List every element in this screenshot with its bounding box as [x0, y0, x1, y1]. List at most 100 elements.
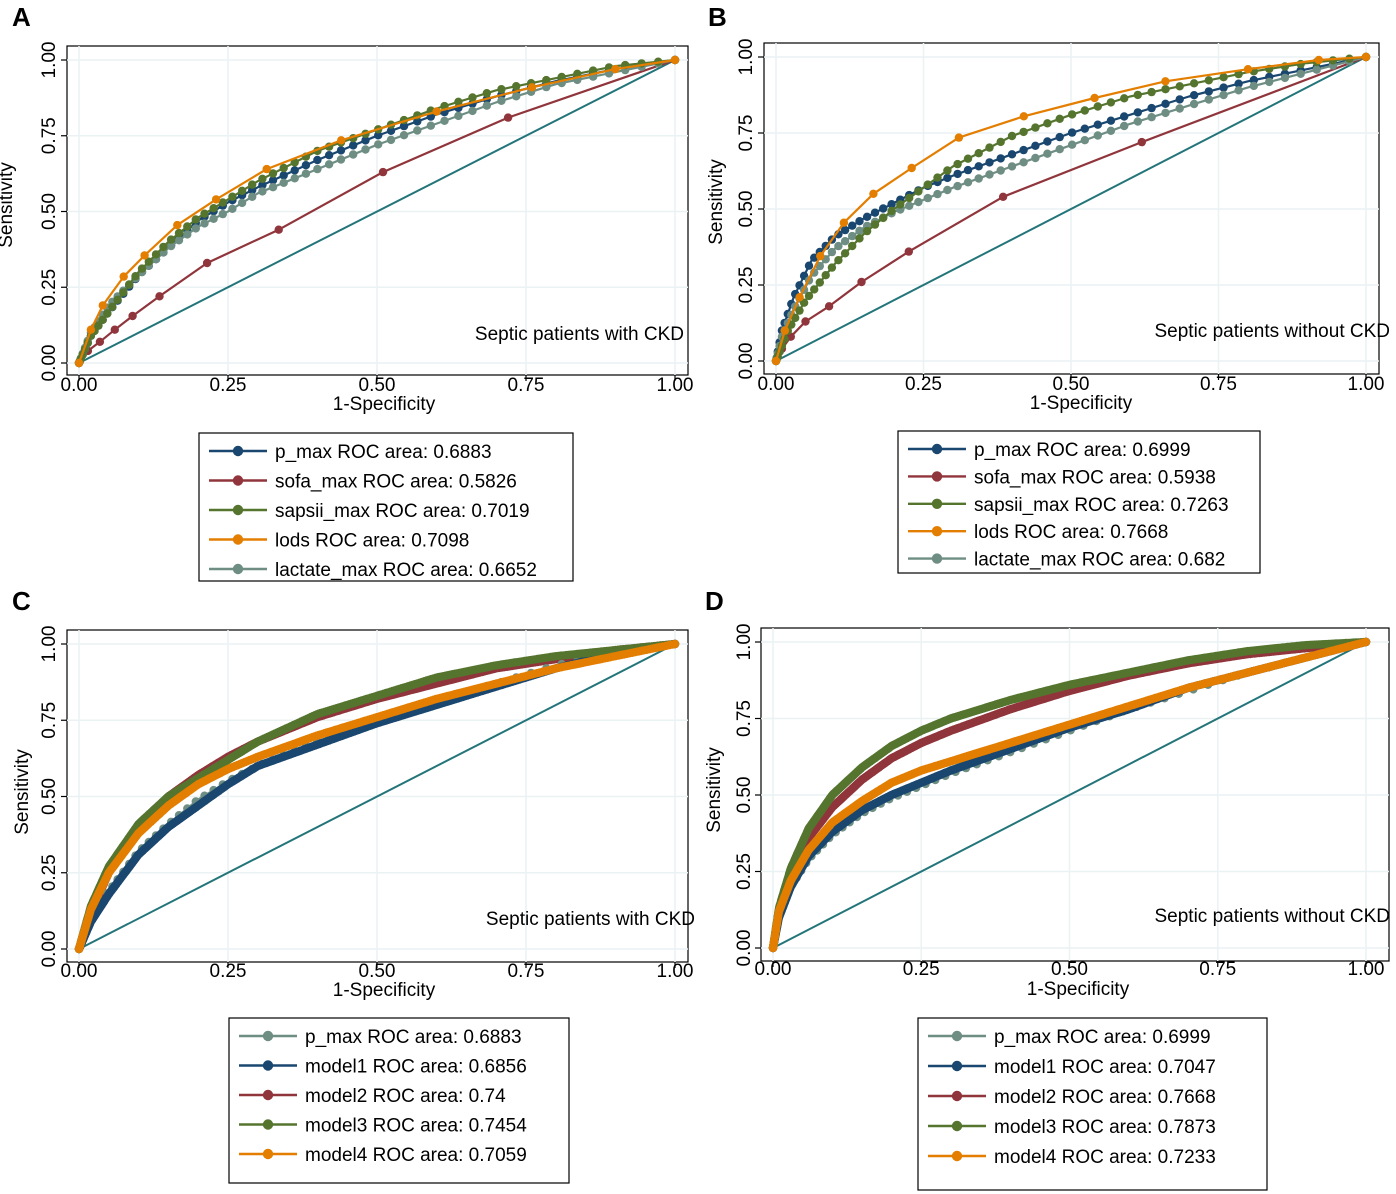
legend-item: lods ROC area: 0.7668	[908, 522, 1168, 543]
data-point	[131, 272, 140, 281]
data-point	[1043, 137, 1052, 146]
data-point	[361, 136, 370, 145]
data-point	[1007, 131, 1017, 141]
data-point	[200, 209, 209, 218]
panel-label: A	[12, 2, 31, 32]
data-point	[855, 226, 864, 235]
data-point	[1147, 103, 1156, 113]
data-point	[1031, 141, 1040, 150]
legend-item: lactate_max ROC area: 0.682	[908, 550, 1225, 571]
data-point	[125, 280, 134, 289]
data-point	[497, 96, 506, 106]
data-point	[670, 639, 680, 649]
panel-label: C	[12, 586, 31, 616]
data-point	[183, 222, 192, 231]
panel-annotation: Septic patients with CKD	[486, 909, 695, 930]
data-point	[228, 204, 237, 213]
data-point	[290, 166, 299, 175]
data-point	[996, 166, 1005, 175]
data-point	[974, 162, 983, 171]
data-point	[985, 143, 994, 152]
data-point	[1133, 117, 1143, 126]
data-point	[258, 187, 267, 196]
data-point	[237, 198, 247, 208]
data-point	[399, 121, 409, 131]
x-axis-label: 1-Specificity	[1027, 979, 1130, 1000]
data-point	[279, 178, 288, 187]
data-point	[349, 141, 358, 150]
x-tick-label: 0.75	[1199, 959, 1236, 980]
legend-swatch-marker	[232, 504, 244, 516]
data-point	[1234, 86, 1243, 95]
data-point	[173, 220, 182, 230]
x-tick-label: 0.00	[758, 374, 795, 395]
data-point	[780, 326, 790, 335]
data-point	[209, 214, 218, 223]
data-point	[324, 160, 334, 169]
data-point	[1147, 87, 1156, 97]
data-point	[1043, 149, 1052, 158]
data-point	[482, 89, 491, 98]
data-point	[399, 131, 409, 140]
data-point	[1296, 69, 1305, 79]
data-point	[313, 164, 322, 174]
data-point	[1361, 52, 1371, 62]
legend-label: model3 ROC area: 0.7873	[994, 1117, 1216, 1138]
legend-item: model3 ROC area: 0.7454	[239, 1116, 527, 1137]
data-point	[248, 180, 257, 189]
data-point	[144, 257, 153, 266]
panel-a: A 0.00 0.25 0.50 0.75 1.00 0.00 0.25 0.50 0.75 1.0…	[0, 2, 693, 582]
data-point	[1133, 90, 1143, 100]
data-point	[870, 208, 880, 217]
data-point	[542, 75, 551, 85]
legend-label: model1 ROC area: 0.7047	[994, 1057, 1216, 1078]
data-point	[1161, 85, 1170, 94]
panel-annotation: Septic patients without CKD	[1154, 321, 1390, 342]
data-point	[313, 155, 322, 165]
panel-annotation: Septic patients with CKD	[475, 324, 684, 345]
data-point	[159, 242, 168, 252]
legend-item: sofa_max ROC area: 0.5938	[908, 467, 1216, 488]
data-point	[839, 218, 849, 227]
data-point	[1249, 75, 1259, 85]
legend-label: lactate_max ROC area: 0.682	[974, 550, 1225, 571]
legend-swatch-marker	[951, 1030, 963, 1042]
series-model4	[768, 637, 1371, 953]
data-point	[834, 241, 843, 251]
data-point	[1090, 93, 1099, 103]
data-point	[268, 169, 278, 178]
data-point	[887, 206, 896, 216]
data-point	[834, 256, 843, 265]
data-point	[94, 321, 103, 330]
legend-label: sofa_max ROC area: 0.5938	[974, 467, 1216, 488]
data-point	[771, 356, 781, 366]
data-point	[151, 250, 161, 259]
data-point	[1093, 102, 1103, 111]
legend-swatch-marker	[931, 526, 943, 537]
y-tick-label: 0.00	[736, 343, 757, 380]
legend-item: model1 ROC area: 0.7047	[928, 1057, 1216, 1078]
data-point	[848, 231, 857, 241]
data-point	[896, 200, 905, 209]
panel-c: C 0.00 0.25 0.50 0.75 1.00 0.00 0.25 0.50 0.75 1.0…	[12, 586, 695, 1184]
data-point	[862, 226, 872, 236]
data-point	[200, 219, 209, 228]
series-reference	[78, 643, 676, 950]
data-point	[1019, 112, 1028, 121]
x-tick-label: 0.00	[755, 959, 792, 980]
x-axis-label: 1-Specificity	[1030, 393, 1133, 414]
data-point	[914, 197, 923, 207]
data-point	[879, 213, 888, 223]
data-point	[337, 136, 346, 145]
panel-b: B 0.00 0.25 0.50 0.75 1.00 0.00 0.25 0.50 0.75 1.0…	[706, 2, 1390, 574]
data-point	[301, 161, 311, 170]
y-tick-label: 0.75	[734, 700, 755, 737]
data-point	[237, 186, 247, 195]
data-point	[953, 169, 962, 179]
panel-label: B	[708, 2, 727, 32]
data-point	[795, 293, 804, 302]
x-tick-label: 0.50	[359, 961, 396, 982]
data-point	[848, 221, 857, 230]
data-point	[1031, 153, 1040, 163]
legend-item: model3 ROC area: 0.7873	[928, 1117, 1216, 1138]
